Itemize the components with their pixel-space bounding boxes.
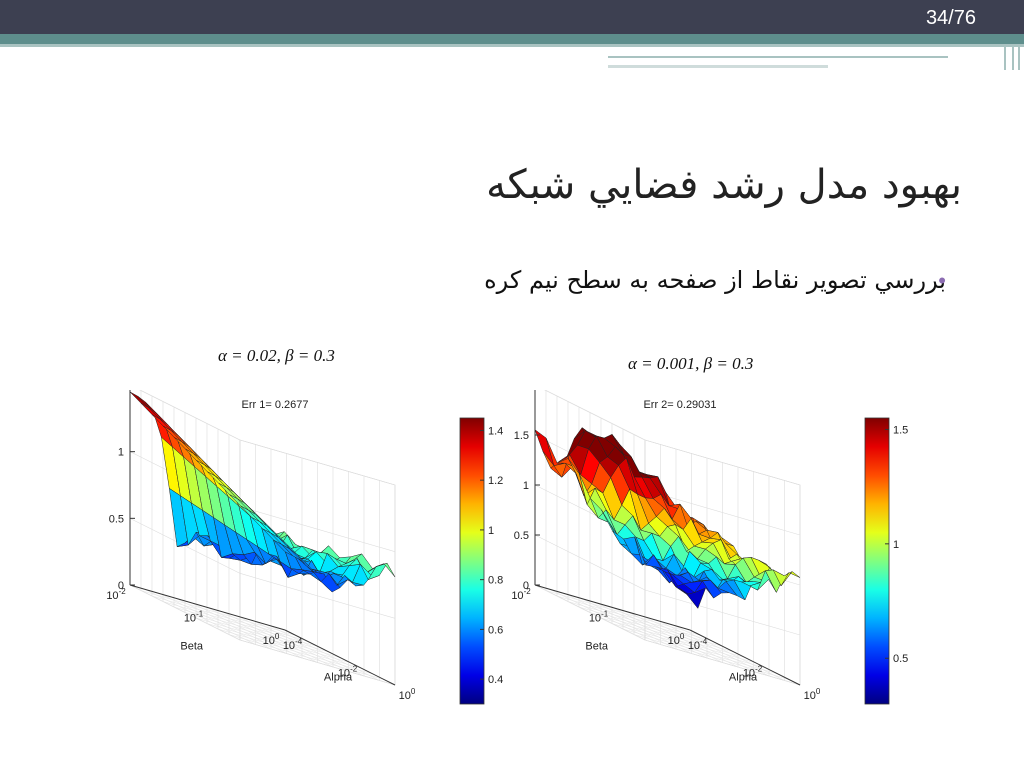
grid-line [550,589,661,645]
chart-title: Err 1= 0.2677 [242,399,309,411]
chart2-params: α = 0.001, β = 0.3 [628,354,754,373]
surface [534,426,801,609]
grid-line [565,593,677,650]
grid-line [600,617,757,664]
grid-line [612,607,723,663]
y-axis-label: Beta [585,640,609,652]
z-tick-label: 1.5 [109,390,124,392]
x-axis-label: Alpha [729,672,758,684]
surface-chart-2: 00.511.5210-210-110010-410-2100AlphaBeta… [511,390,908,705]
divider-line [1004,44,1006,70]
grid-line [195,617,352,664]
y-axis [129,584,286,631]
colorbar-tick-label: 0.4 [488,674,503,686]
divider-line [0,44,1024,47]
tick-labels: 00.511.5210-210-110010-410-2100AlphaBeta… [511,390,821,702]
colorbar-tick-label: 1.5 [893,424,908,436]
y-tick-label: 10-1 [184,610,204,625]
grid-line [534,584,801,686]
tick-labels: 00.511.510-210-110010-410-2100AlphaBetaE… [106,390,416,702]
z-tick-label: 0 [118,580,124,592]
colorbar-tick-label: 0.8 [488,575,503,587]
z-tick-label: 1 [523,480,529,492]
x-tick-label: 100 [804,687,821,702]
colorbar-gradient [459,417,485,705]
grid-line [611,623,768,669]
grid-line [217,628,374,675]
surface-patch [780,571,801,587]
z-tick-label: 2 [523,390,529,392]
grid-line [129,584,396,686]
chart1-params: α = 0.02, β = 0.3 [218,346,335,365]
accent-band [0,34,1024,44]
x-axis [284,629,396,686]
grid-line [581,598,692,654]
grid-line [176,598,287,654]
slide-title: بهبود مدل رشد فضايي شبكه [486,162,962,208]
grid-line [129,518,396,619]
colorbar-tick-label: 0.6 [488,624,503,636]
y-axis-label: Beta [180,640,204,652]
z-tick-label: 0.5 [109,513,124,525]
z-tick-label: 1 [118,447,124,459]
y-tick-label: 10-1 [589,610,609,625]
grid-line [544,390,801,486]
surface-chart-1: 00.511.510-210-110010-410-2100AlphaBetaE… [106,390,503,705]
grid-line [206,623,363,669]
grid-line [622,628,779,675]
bullet-text: بررسي تصوير نقاط از صفحه به سطح نيم كره [484,266,946,294]
x-tick-label: 10-4 [283,637,303,652]
x-axis-label: Alpha [324,672,353,684]
z-tick-label: 0.5 [514,530,529,542]
y-axis [534,584,691,631]
colorbar: 0.5 1 1.5 [864,417,908,705]
x-tick-label: 100 [399,687,416,702]
grid-line [207,607,318,663]
colorbar-tick-label: 1 [893,539,899,551]
grid-line [191,602,303,659]
grid-line [633,634,790,680]
x-axis [689,629,801,686]
grid-line [596,602,708,659]
grid-line [145,589,256,645]
divider-line [1018,44,1020,70]
top-bar [0,0,1024,34]
surface [129,391,396,593]
colorbar: 0.4 0.6 0.8 1 1.2 1.4 [459,417,503,705]
colorbar-tick-label: 0.5 [893,653,908,665]
chart-title: Err 2= 0.29031 [643,399,716,411]
y-tick-label: 100 [263,632,280,647]
x-tick-label: 10-4 [688,637,708,652]
grid-line [139,390,396,486]
grid-line [534,534,801,636]
colorbar-tick-label: 1.4 [488,425,503,437]
y-tick-label: 100 [668,632,685,647]
y-tick-label: 10-2 [511,587,531,602]
page-number: 34/76 [925,7,976,29]
bullet-icon: • [938,268,946,293]
z-tick-label: 0 [523,580,529,592]
grid-line [228,634,385,680]
divider-line [1012,44,1014,70]
surface-patch [376,562,396,578]
colorbar-tick-label: 1 [488,525,494,537]
y-tick-label: 10-2 [106,587,126,602]
z-tick-label: 1.5 [514,430,529,442]
divider-line [608,65,828,68]
colorbar-gradient [864,417,890,705]
x-tick-label: 10-2 [743,664,763,679]
grid-line [160,593,272,650]
divider-line [608,56,948,58]
x-tick-label: 10-2 [338,664,358,679]
colorbar-tick-label: 1.2 [488,475,503,487]
